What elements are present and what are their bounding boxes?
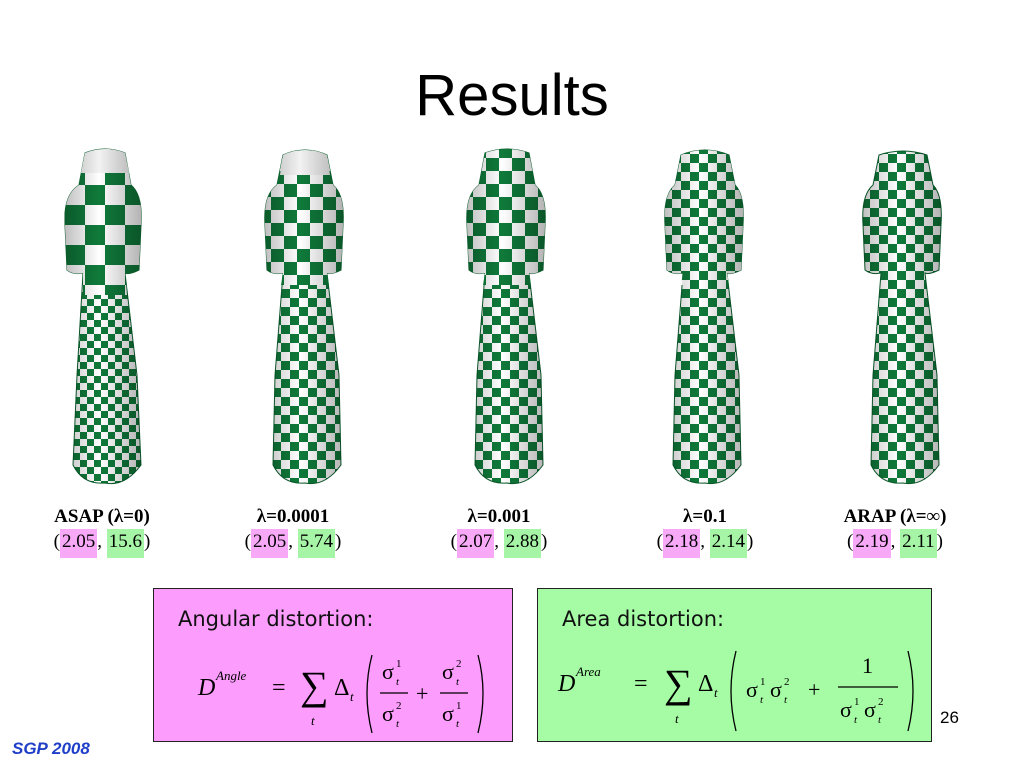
angle-value: 2.18 [663,529,701,558]
svg-text:t: t [714,685,718,700]
svg-text:1: 1 [854,696,860,708]
caption-label: ASAP (λ=0) [54,506,150,527]
area-distortion-title: Area distortion: [562,607,725,631]
svg-text:σ: σ [746,677,758,702]
caption-label: λ=0.001 [467,506,531,527]
svg-text:t: t [396,676,400,688]
checkered-figure-arap [862,150,942,485]
svg-text:t: t [784,694,788,706]
svg-text:σ: σ [770,677,782,702]
caption-values: (2.05, 5.74) [193,529,393,558]
angular-distortion-formula: D Angle = ∑ t Δ t σ 1 t σ 2 t + σ 2 t σ … [197,654,484,734]
angle-value: 2.19 [853,529,891,558]
plus-sign: + [416,681,428,706]
caption-label: λ=0.0001 [256,506,330,527]
svg-text:1: 1 [396,658,402,670]
figure-caption: λ=0.0001 (2.05, 5.74) [193,504,393,558]
slide-title: Results [415,63,609,128]
svg-text:t: t [456,676,460,688]
formula-equals: = [634,671,648,697]
right-paren [477,654,484,734]
caption-values: (2.07, 2.88) [399,529,599,558]
area-distortion-box: Area distortion: D Area = ∑ t Δ t σ 1 t … [537,588,932,742]
footer-label: SGP 2008 [12,739,90,758]
checkered-figure-lambda-0001 [264,149,344,485]
formula-symbol: D [557,671,575,697]
left-paren [730,650,737,732]
figure-caption: λ=0.1 (2.18, 2.14) [605,504,805,558]
svg-text:σ: σ [840,697,852,722]
svg-text:1: 1 [862,653,873,678]
left-paren [366,654,373,734]
sum-index: t [311,713,315,728]
plus-sign: + [808,677,820,702]
page-number: 26 [940,708,959,727]
right-paren [907,650,914,732]
caption-values: (2.05, 15.6) [2,529,202,558]
angle-value: 2.05 [60,529,98,558]
caption-label: λ=0.1 [683,506,727,527]
sum-index: t [675,711,679,726]
svg-text:σ: σ [442,659,454,684]
formula-superscript: Area [575,664,601,679]
formula-superscript: Angle [215,668,247,683]
svg-text:t: t [350,689,354,704]
svg-text:1: 1 [456,700,462,712]
checkered-figure-asap [64,148,142,485]
sum-symbol: ∑ [664,661,693,706]
figure-caption: ARAP (λ=∞) (2.19, 2.11) [795,504,995,558]
svg-text:σ: σ [382,659,394,684]
area-value: 2.88 [503,529,541,558]
svg-text:σ: σ [382,701,394,726]
checkered-figure-lambda-001 [466,148,546,485]
angle-value: 2.07 [457,529,495,558]
checkered-figure-lambda-01 [664,149,744,485]
angular-distortion-title: Angular distortion: [178,607,374,631]
formula-equals: = [272,675,286,701]
svg-text:t: t [456,718,460,730]
svg-text:t: t [854,714,858,726]
angle-value: 2.05 [251,529,289,558]
area-value: 15.6 [106,529,144,558]
delta-symbol: Δ [698,671,713,697]
formula-symbol: D [197,675,215,701]
svg-text:2: 2 [784,676,790,688]
caption-values: (2.18, 2.14) [605,529,805,558]
svg-text:t: t [760,694,764,706]
caption-values: (2.19, 2.11) [795,529,995,558]
svg-text:t: t [878,714,882,726]
figure-caption: ASAP (λ=0) (2.05, 15.6) [2,504,202,558]
svg-text:σ: σ [442,701,454,726]
area-value: 2.14 [709,529,747,558]
svg-text:σ: σ [864,697,876,722]
svg-text:2: 2 [456,658,462,670]
figure-caption: λ=0.001 (2.07, 2.88) [399,504,599,558]
sum-symbol: ∑ [300,663,329,708]
angular-distortion-box: Angular distortion: D Angle = ∑ t Δ t σ … [153,588,513,742]
svg-text:t: t [396,718,400,730]
svg-text:2: 2 [396,700,402,712]
caption-label: ARAP (λ=∞) [843,506,947,527]
area-value: 2.11 [900,529,937,558]
delta-symbol: Δ [334,675,349,701]
svg-text:2: 2 [878,696,884,708]
svg-text:1: 1 [760,676,766,688]
area-distortion-formula: D Area = ∑ t Δ t σ 1 t σ 2 t + 1 σ 1 t σ… [557,650,914,732]
area-value: 5.74 [297,529,335,558]
